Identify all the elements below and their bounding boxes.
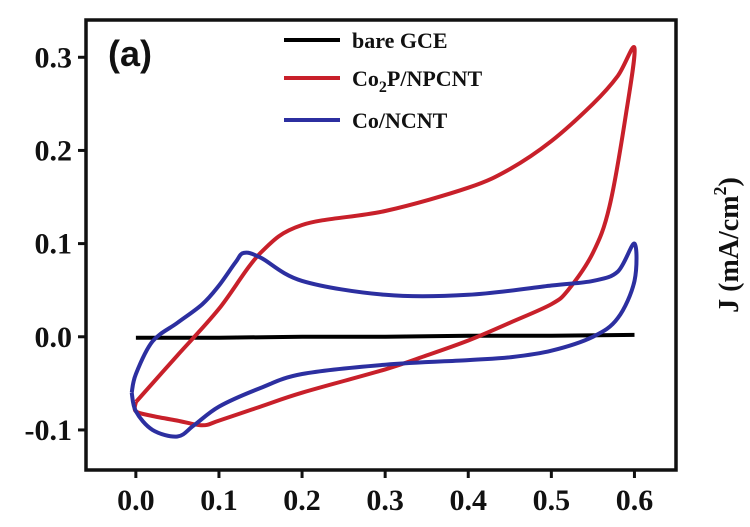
- legend-item-co2p-npcnt: Co2P/NPCNT: [284, 66, 483, 96]
- legend-label-co-ncnt: Co/NCNT: [352, 108, 448, 133]
- y-tick-label: 0.2: [35, 134, 73, 167]
- legend-label-co2p-npcnt: Co2P/NPCNT: [352, 66, 483, 96]
- panel-label: (a): [108, 33, 152, 74]
- plot-frame: [84, 18, 678, 472]
- y-tick-label: -0.1: [25, 414, 73, 447]
- legend: bare GCE Co2P/NPCNT Co/NCNT: [284, 28, 483, 133]
- legend-item-co-ncnt: Co/NCNT: [284, 108, 448, 133]
- series-line-bare-gce: [135, 332, 635, 340]
- x-tick-label: 0.6: [616, 484, 654, 517]
- x-tick-label: 0.2: [283, 484, 321, 517]
- series-line-co-ncnt: [129, 241, 639, 439]
- x-tick-label: 0.5: [533, 484, 571, 517]
- y-tick-label: 0.0: [35, 321, 73, 354]
- y-axis-title: J (mA/cm2): [710, 177, 745, 313]
- series-layer: [129, 45, 639, 439]
- series-line-co2p-npcnt: [132, 45, 637, 428]
- x-tick-label: 0.1: [200, 484, 238, 517]
- x-tick-label: 0.4: [450, 484, 488, 517]
- legend-item-bare-gce: bare GCE: [284, 28, 448, 53]
- tick-layer: 0.0 0.1 0.2 0.3 0.4 0.5 0.6 -0.1 0.0 0.1 0.2 0.3: [25, 41, 654, 517]
- y-tick-label: 0.3: [35, 41, 73, 74]
- legend-label-bare-gce: bare GCE: [352, 28, 448, 53]
- y-tick-label: 0.1: [35, 228, 73, 261]
- x-tick-label: 0.3: [366, 484, 404, 517]
- x-tick-label: 0.0: [117, 484, 155, 517]
